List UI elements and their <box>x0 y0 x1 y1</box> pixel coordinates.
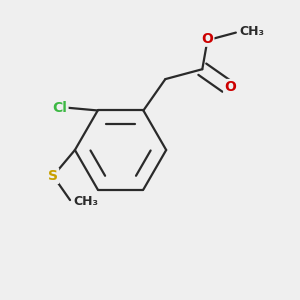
Text: O: O <box>202 32 213 46</box>
Text: O: O <box>224 80 236 94</box>
Text: CH₃: CH₃ <box>73 195 98 208</box>
Text: Cl: Cl <box>52 100 68 115</box>
Text: S: S <box>48 169 58 183</box>
Text: CH₃: CH₃ <box>239 25 264 38</box>
